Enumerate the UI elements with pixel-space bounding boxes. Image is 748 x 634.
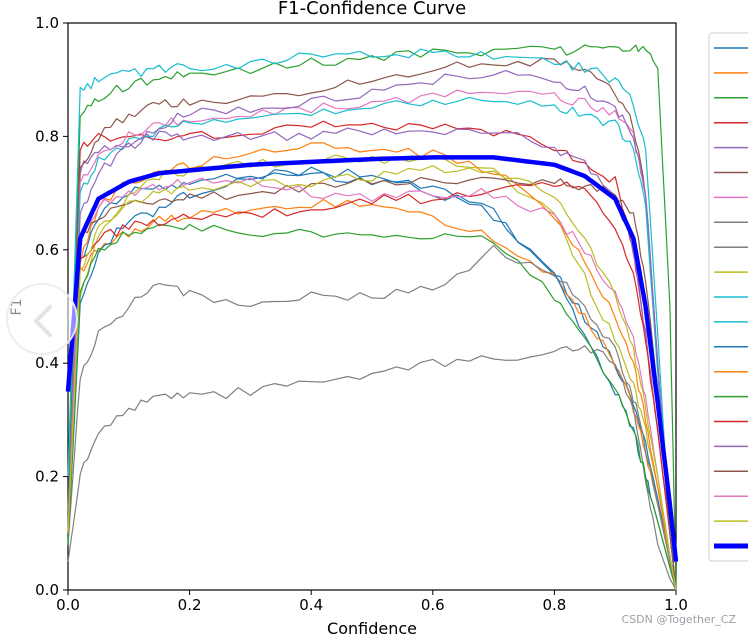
y-tick-label: 0.4 [35,354,59,372]
series-line-class-15 [67,223,677,591]
series-line-class-17 [67,70,677,591]
chart-title: F1-Confidence Curve [278,0,466,19]
series-line-class-19 [67,177,677,591]
series-layer [65,44,679,591]
series-line-class-11 [67,48,677,591]
series-line-class-5 [67,127,677,591]
x-tick-label: 0.2 [178,596,202,614]
chevron-left-icon [34,305,52,337]
y-tick-label: 0.2 [35,468,59,486]
series-line-all-classes [65,155,679,562]
series-line-class-8 [67,345,677,591]
series-line-class-20 [67,165,677,591]
x-tick-label: 0.0 [56,596,80,614]
series-line-class-3 [67,44,677,591]
x-tick-label: 0.8 [542,596,566,614]
x-axis-label: Confidence [327,619,417,634]
legend [708,32,748,562]
series-line-class-16 [67,181,677,591]
series-line-class-9 [67,244,677,591]
y-tick-label: 1.0 [35,14,59,32]
series-line-class-12 [67,96,677,591]
axes-frame [67,22,677,591]
plot-area [67,22,677,591]
y-tick-label: 0.0 [35,581,59,599]
watermark: CSDN @Together_CZ [621,613,736,626]
series-line-class-18 [67,176,677,591]
x-tick-label: 1.0 [664,596,688,614]
x-tick-label: 0.6 [421,596,445,614]
ticks-layer: 0.0 0.2 0.4 0.6 0.8 1.0 0.0 0.2 0.4 0.6 0.8 1.0 [35,14,688,614]
y-tick-label: 0.6 [35,241,59,259]
y-tick-label: 0.8 [35,127,59,145]
previous-nav-button[interactable] [6,283,78,355]
x-tick-label: 0.4 [299,596,323,614]
